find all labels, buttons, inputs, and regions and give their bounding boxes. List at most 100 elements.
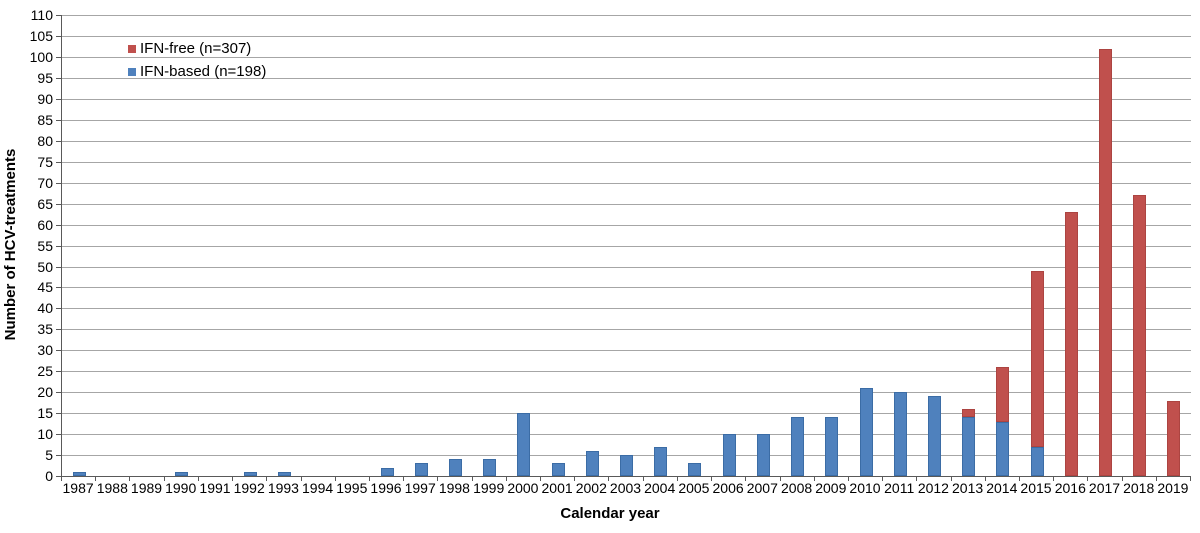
x-tick [437, 477, 439, 481]
bar-2012-ifn-based [927, 396, 941, 476]
bar-2013-ifn-free [962, 408, 976, 418]
y-tick-label: 90 [37, 90, 53, 107]
x-tick-label: 1989 [130, 480, 163, 496]
y-tick-label: 10 [37, 426, 53, 443]
gridline [62, 140, 1191, 142]
y-tick [56, 476, 61, 477]
y-tick-label: 30 [37, 342, 53, 359]
y-tick [56, 413, 61, 415]
x-tick-label: 1987 [62, 480, 94, 496]
y-tick [56, 98, 61, 100]
bar-2008-ifn-based [791, 417, 805, 476]
y-tick-label: 70 [37, 174, 53, 191]
x-tick [95, 477, 97, 481]
legend-label-ifn-based: IFN-based (n=198) [140, 63, 267, 80]
y-tick [56, 245, 61, 247]
y-tick-label: 85 [37, 111, 53, 128]
x-tick [984, 477, 986, 481]
x-tick [847, 477, 849, 481]
gridline [62, 413, 1191, 415]
x-tick [129, 477, 131, 481]
x-tick-label: 1988 [96, 480, 128, 496]
gridline [62, 350, 1191, 352]
x-tick-label: 1993 [267, 480, 299, 496]
y-tick-label: 0 [45, 468, 53, 484]
x-tick-label: 2019 [1157, 480, 1189, 496]
x-tick [1155, 477, 1157, 481]
bar-2018-ifn-free [1133, 195, 1147, 476]
x-tick-label: 2011 [884, 480, 915, 496]
x-tick [813, 477, 815, 481]
x-tick-label: 2018 [1123, 480, 1155, 496]
x-tick [574, 477, 576, 481]
y-tick-label: 65 [37, 195, 53, 212]
x-tick-label: 2008 [781, 480, 813, 496]
gridline [62, 266, 1191, 268]
bar-1992-ifn-based [243, 471, 257, 476]
gridline [62, 224, 1191, 226]
x-axis-title: Calendar year [560, 505, 660, 522]
y-tick-label: 60 [37, 216, 53, 233]
x-tick [505, 477, 507, 481]
x-tick [916, 477, 918, 481]
x-tick [608, 477, 610, 481]
x-tick-label: 2014 [986, 480, 1018, 496]
x-tick-label: 2012 [917, 480, 949, 496]
legend-label-ifn-free: IFN-free (n=307) [140, 40, 252, 57]
bar-1996-ifn-based [380, 467, 394, 476]
x-tick [403, 477, 405, 481]
plot-area [61, 15, 1191, 477]
y-tick-label: 105 [29, 28, 53, 44]
bar-2003-ifn-based [620, 455, 633, 476]
y-tick [56, 161, 61, 163]
bar-1987-ifn-based [72, 471, 86, 476]
x-tick [368, 477, 370, 481]
y-tick [56, 287, 61, 289]
y-tick-label: 40 [37, 300, 53, 317]
bar-2014-ifn-free [996, 367, 1010, 422]
gridline [62, 434, 1191, 436]
y-tick [56, 15, 61, 16]
x-tick-label: 2010 [849, 480, 881, 496]
bar-2001-ifn-based [551, 463, 565, 476]
x-tick-label: 1997 [404, 480, 436, 496]
x-tick-label: 1995 [336, 480, 368, 496]
x-tick-label: 2016 [1054, 480, 1086, 496]
y-tick [56, 455, 61, 456]
y-tick [56, 56, 61, 58]
x-tick [1018, 477, 1020, 481]
y-tick [56, 392, 61, 394]
x-tick-label: 1991 [199, 480, 231, 496]
y-tick-label: 15 [37, 405, 53, 422]
bar-2009-ifn-based [825, 417, 839, 476]
y-tick [56, 119, 61, 121]
x-tick [471, 477, 473, 481]
x-tick [676, 477, 678, 481]
gridline [62, 98, 1191, 100]
bar-2004-ifn-based [654, 446, 668, 476]
x-tick [540, 477, 541, 481]
bar-1990-ifn-based [175, 471, 189, 476]
x-tick [197, 477, 199, 481]
legend-item-ifn-free: IFN-free (n=307) [128, 37, 266, 60]
x-tick [266, 477, 268, 481]
bar-2013-ifn-based [962, 417, 976, 476]
y-tick [56, 266, 61, 268]
x-tick-label: 2013 [952, 480, 984, 496]
gridline [62, 36, 1191, 37]
x-tick-label: 2006 [712, 480, 744, 496]
gridline [62, 15, 1191, 16]
x-tick [1087, 477, 1089, 481]
bar-1999-ifn-based [483, 459, 497, 476]
y-tick [56, 371, 61, 373]
gridline [62, 203, 1191, 205]
gridline [62, 329, 1191, 331]
legend-item-ifn-based: IFN-based (n=198) [128, 60, 266, 83]
x-tick-label: 2003 [609, 480, 642, 496]
y-tick-label: 95 [37, 69, 53, 86]
x-tick [1053, 477, 1055, 481]
bar-2017-ifn-free [1099, 48, 1112, 476]
x-tick-label: 1990 [165, 480, 197, 496]
bar-2010-ifn-based [859, 388, 873, 476]
